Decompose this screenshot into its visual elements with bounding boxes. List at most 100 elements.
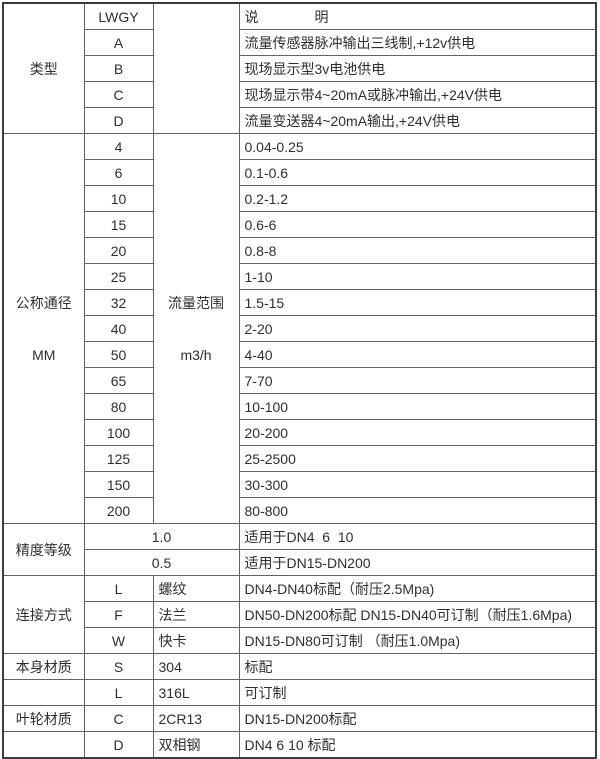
impeller-material-desc-cell: DN15-DN200标配	[238, 705, 597, 732]
accuracy-value-cell: 0.5	[83, 549, 240, 576]
connection-code-cell: F	[83, 601, 154, 628]
diameter-size-cell: 200	[83, 497, 154, 524]
table-row: B 现场显示型3v电池供电	[3, 55, 597, 82]
table-row: 125 25-2500	[3, 445, 597, 472]
table-row: F 法兰 DN50-DN200标配 DN15-DN40可订制（耐压1.6Mpa)	[3, 601, 597, 628]
table-row: 200 80-800	[3, 497, 597, 524]
table-row: 叶轮材质 C 2CR13 DN15-DN200标配	[2, 705, 597, 732]
flow-range-cell: 4-40	[238, 341, 597, 368]
connection-name-cell: 螺纹	[152, 575, 240, 602]
type-section-label: 类型	[2, 2, 85, 134]
body-material-code-cell: L	[83, 679, 154, 706]
type-desc-cell: 流量传感器脉冲输出三线制,+12v供电	[238, 29, 597, 56]
connection-name-cell: 快卡	[152, 627, 240, 654]
accuracy-section-label: 精度等级	[2, 523, 85, 576]
diameter-label-line1: 公称通径	[15, 294, 72, 311]
flow-range-label: 流量范围 m3/h	[152, 133, 240, 524]
body-material-name-cell: 304	[152, 653, 240, 680]
flow-range-label-line1: 流量范围	[168, 294, 224, 311]
table-row: 15 0.6-6	[3, 211, 597, 238]
desc-header-cell: 说 明	[238, 2, 597, 30]
table-row: 类型 LWGY 说 明	[2, 2, 597, 134]
model-cell: LWGY	[83, 2, 154, 30]
type-code-cell: D	[83, 107, 154, 134]
connection-desc-cell: DN4-DN40标配（耐压2.5Mpa)	[238, 575, 597, 602]
connection-name-cell: 法兰	[152, 601, 240, 628]
diameter-size-cell: 20	[83, 237, 154, 264]
table-row: 80 10-100	[3, 393, 597, 420]
flow-range-cell: 0.2-1.2	[238, 185, 597, 212]
diameter-size-cell: 10	[83, 185, 154, 212]
body-material-code-cell: S	[83, 653, 154, 680]
flow-range-cell: 0.6-6	[238, 211, 597, 238]
impeller-material-code-cell: C	[83, 705, 154, 732]
flow-range-cell: 25-2500	[238, 445, 597, 472]
connection-code-cell: L	[83, 575, 154, 602]
table-row: 精度等级 1.0 适用于DN4 6 10	[2, 523, 597, 576]
flow-range-cell: 1.5-15	[238, 289, 597, 316]
diameter-size-cell: 4	[83, 133, 154, 160]
table-row: W 快卡 DN15-DN80可订制 （耐压1.0Mpa)	[3, 627, 597, 654]
flow-range-cell: 80-800	[238, 497, 597, 524]
impeller-material-section-label: 叶轮材质	[2, 705, 85, 732]
body-material-section-label: 本身材质	[2, 653, 85, 680]
table-row: L 316L 可订制	[2, 679, 597, 706]
diameter-section-label: 公称通径 MM	[2, 133, 85, 524]
diameter-size-cell: 125	[83, 445, 154, 472]
body-material-name-cell: 316L	[152, 679, 240, 706]
table-row: 25 1-10	[3, 263, 597, 290]
table-row: 6 0.1-0.6	[3, 159, 597, 186]
diameter-size-cell: 6	[83, 159, 154, 186]
table-row: A 流量传感器脉冲输出三线制,+12v供电	[3, 29, 597, 56]
type-desc-cell: 现场显示型3v电池供电	[238, 55, 597, 82]
diameter-size-cell: 50	[83, 341, 154, 368]
impeller-material-code-cell: D	[83, 731, 154, 759]
table-row: D 双相钢 DN4 6 10 标配	[2, 731, 597, 759]
type-desc-cell: 现场显示带4~20mA或脉冲输出,+24V供电	[238, 81, 597, 108]
type-code-cell: C	[83, 81, 154, 108]
table-row: 150 30-300	[3, 471, 597, 498]
diameter-size-cell: 15	[83, 211, 154, 238]
connection-desc-cell: DN50-DN200标配 DN15-DN40可订制（耐压1.6Mpa)	[238, 601, 597, 628]
flow-range-label-line2: m3/h	[180, 346, 212, 363]
type-empty-cell	[152, 2, 240, 134]
accuracy-desc-cell: 适用于DN4 6 10	[238, 523, 597, 550]
table-row: C 现场显示带4~20mA或脉冲输出,+24V供电	[3, 81, 597, 108]
flow-range-cell: 0.1-0.6	[238, 159, 597, 186]
diameter-size-cell: 80	[83, 393, 154, 420]
diameter-size-cell: 65	[83, 367, 154, 394]
diameter-label-line2: MM	[32, 346, 56, 363]
table-row: 本身材质 S 304 标配	[2, 653, 597, 680]
table-row: 100 20-200	[3, 419, 597, 446]
impeller-material-empty-label	[2, 731, 85, 759]
table-row: 10 0.2-1.2	[3, 185, 597, 212]
type-code-cell: A	[83, 29, 154, 56]
accuracy-value-cell: 1.0	[83, 523, 240, 550]
flow-range-cell: 30-300	[238, 471, 597, 498]
table-row: 32 1.5-15	[3, 289, 597, 316]
table-row: 50 4-40	[3, 341, 597, 368]
table-row: 40 2-20	[3, 315, 597, 342]
table-row: 连接方式 L 螺纹 DN4-DN40标配（耐压2.5Mpa)	[2, 575, 597, 654]
impeller-material-name-cell: 2CR13	[152, 705, 240, 732]
flow-range-cell: 0.04-0.25	[238, 133, 597, 160]
connection-section-label: 连接方式	[2, 575, 85, 654]
table-row: D 流量变送器4~20mA输出,+24V供电	[3, 107, 597, 134]
body-material-desc-cell: 标配	[238, 653, 597, 680]
flow-range-cell: 1-10	[238, 263, 597, 290]
impeller-material-name-cell: 双相钢	[152, 731, 240, 759]
flow-range-cell: 0.8-8	[238, 237, 597, 264]
type-code-cell: B	[83, 55, 154, 82]
body-material-desc-cell: 可订制	[238, 679, 597, 706]
diameter-size-cell: 100	[83, 419, 154, 446]
table-row: 20 0.8-8	[3, 237, 597, 264]
flow-range-cell: 20-200	[238, 419, 597, 446]
flow-range-cell: 7-70	[238, 367, 597, 394]
type-desc-cell: 流量变送器4~20mA输出,+24V供电	[238, 107, 597, 134]
connection-code-cell: W	[83, 627, 154, 654]
diameter-size-cell: 25	[83, 263, 154, 290]
body-material-empty-label	[2, 679, 85, 706]
table-row: 65 7-70	[3, 367, 597, 394]
flow-range-cell: 2-20	[238, 315, 597, 342]
